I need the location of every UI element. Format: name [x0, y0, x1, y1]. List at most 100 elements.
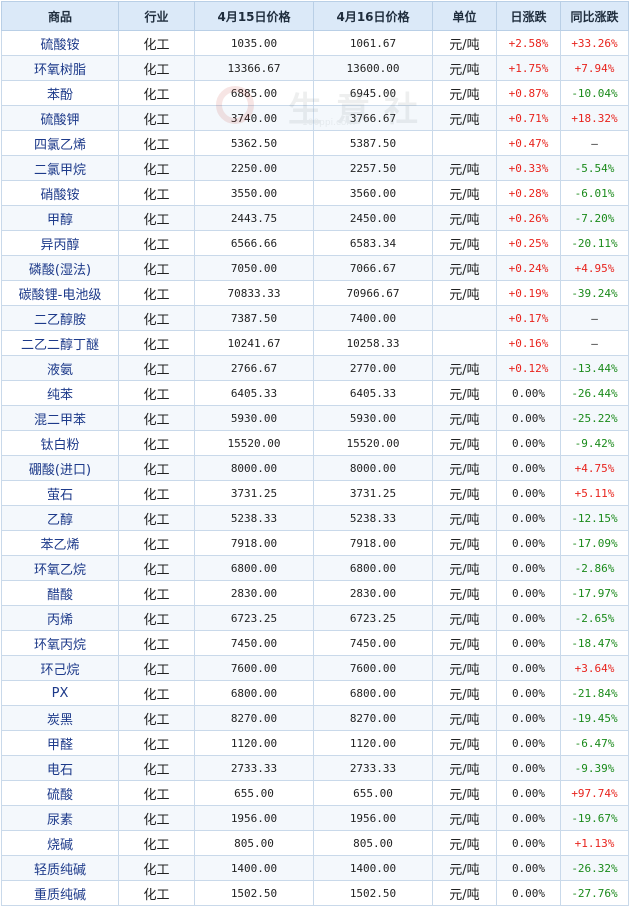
commodity-cell[interactable]: 纯苯	[1, 380, 119, 406]
commodity-cell[interactable]: 重质纯碱	[1, 880, 119, 906]
commodity-cell[interactable]: 醋酸	[1, 580, 119, 606]
commodity-cell[interactable]: 硫酸	[1, 780, 119, 806]
daily-change-cell: 0.00%	[496, 505, 561, 531]
industry-cell: 化工	[118, 755, 195, 781]
table-row: 炭黑 化工 8270.00 8270.00 元/吨 0.00% -19.45%	[1, 705, 629, 731]
price-0415-cell: 6566.66	[194, 230, 314, 256]
commodity-cell[interactable]: 萤石	[1, 480, 119, 506]
daily-change-cell: +0.17%	[496, 305, 561, 331]
table-row: 二乙二醇丁醚 化工 10241.67 10258.33 +0.16% —	[1, 330, 629, 356]
daily-change-cell: 0.00%	[496, 605, 561, 631]
industry-cell: 化工	[118, 805, 195, 831]
commodity-cell[interactable]: 混二甲苯	[1, 405, 119, 431]
table-row: PX 化工 6800.00 6800.00 元/吨 0.00% -21.84%	[1, 680, 629, 706]
commodity-cell[interactable]: 环氧树脂	[1, 55, 119, 81]
yoy-change-cell: -6.47%	[560, 730, 629, 756]
commodity-cell[interactable]: 苯酚	[1, 80, 119, 106]
commodity-cell[interactable]: 尿素	[1, 805, 119, 831]
daily-change-cell: +0.28%	[496, 180, 561, 206]
unit-cell: 元/吨	[432, 505, 497, 531]
commodity-cell[interactable]: 二乙醇胺	[1, 305, 119, 331]
industry-cell: 化工	[118, 855, 195, 881]
commodity-cell[interactable]: 烧碱	[1, 830, 119, 856]
industry-cell: 化工	[118, 655, 195, 681]
commodity-cell[interactable]: 四氯乙烯	[1, 130, 119, 156]
price-0416-cell: 1956.00	[313, 805, 433, 831]
header-daily-change[interactable]: 日涨跌	[496, 1, 561, 31]
price-0416-cell: 2733.33	[313, 755, 433, 781]
price-0416-cell: 5238.33	[313, 505, 433, 531]
table-row: 硫酸铵 化工 1035.00 1061.67 元/吨 +2.58% +33.26%	[1, 30, 629, 56]
yoy-change-cell: -18.47%	[560, 630, 629, 656]
commodity-cell[interactable]: PX	[1, 680, 119, 706]
daily-change-cell: +2.58%	[496, 30, 561, 56]
table-row: 苯乙烯 化工 7918.00 7918.00 元/吨 0.00% -17.09%	[1, 530, 629, 556]
price-0415-cell: 2766.67	[194, 355, 314, 381]
commodity-cell[interactable]: 环氧乙烷	[1, 555, 119, 581]
commodity-cell[interactable]: 钛白粉	[1, 430, 119, 456]
price-0415-cell: 5362.50	[194, 130, 314, 156]
header-industry[interactable]: 行业	[118, 1, 195, 31]
commodity-cell[interactable]: 乙醇	[1, 505, 119, 531]
commodity-cell[interactable]: 丙烯	[1, 605, 119, 631]
price-0415-cell: 2250.00	[194, 155, 314, 181]
daily-change-cell: +0.47%	[496, 130, 561, 156]
daily-change-cell: 0.00%	[496, 680, 561, 706]
yoy-change-cell: —	[560, 330, 629, 356]
commodity-cell[interactable]: 苯乙烯	[1, 530, 119, 556]
yoy-change-cell: -2.65%	[560, 605, 629, 631]
price-0416-cell: 2770.00	[313, 355, 433, 381]
table-row: 四氯乙烯 化工 5362.50 5387.50 +0.47% —	[1, 130, 629, 156]
yoy-change-cell: +18.32%	[560, 105, 629, 131]
yoy-change-cell: +4.75%	[560, 455, 629, 481]
header-commodity[interactable]: 商品	[1, 1, 119, 31]
unit-cell: 元/吨	[432, 230, 497, 256]
commodity-cell[interactable]: 二乙二醇丁醚	[1, 330, 119, 356]
commodity-cell[interactable]: 电石	[1, 755, 119, 781]
commodity-cell[interactable]: 甲醛	[1, 730, 119, 756]
daily-change-cell: +0.71%	[496, 105, 561, 131]
price-0415-cell: 5930.00	[194, 405, 314, 431]
commodity-cell[interactable]: 硫酸铵	[1, 30, 119, 56]
price-0416-cell: 6945.00	[313, 80, 433, 106]
commodity-cell[interactable]: 轻质纯碱	[1, 855, 119, 881]
daily-change-cell: +0.25%	[496, 230, 561, 256]
commodity-cell[interactable]: 硝酸铵	[1, 180, 119, 206]
table-row: 二氯甲烷 化工 2250.00 2257.50 元/吨 +0.33% -5.54%	[1, 155, 629, 181]
yoy-change-cell: -9.42%	[560, 430, 629, 456]
unit-cell: 元/吨	[432, 755, 497, 781]
commodity-cell[interactable]: 环己烷	[1, 655, 119, 681]
commodity-cell[interactable]: 异丙醇	[1, 230, 119, 256]
header-yoy-change[interactable]: 同比涨跌	[560, 1, 629, 31]
commodity-cell[interactable]: 液氨	[1, 355, 119, 381]
table-row: 硝酸铵 化工 3550.00 3560.00 元/吨 +0.28% -6.01%	[1, 180, 629, 206]
header-unit[interactable]: 单位	[432, 1, 497, 31]
price-0415-cell: 6405.33	[194, 380, 314, 406]
unit-cell: 元/吨	[432, 780, 497, 806]
price-0415-cell: 7450.00	[194, 630, 314, 656]
commodity-cell[interactable]: 硼酸(进口)	[1, 455, 119, 481]
commodity-cell[interactable]: 二氯甲烷	[1, 155, 119, 181]
industry-cell: 化工	[118, 130, 195, 156]
unit-cell	[432, 130, 497, 156]
table-row: 硼酸(进口) 化工 8000.00 8000.00 元/吨 0.00% +4.75%	[1, 455, 629, 481]
unit-cell: 元/吨	[432, 255, 497, 281]
daily-change-cell: +0.87%	[496, 80, 561, 106]
price-0416-cell: 6405.33	[313, 380, 433, 406]
yoy-change-cell: +4.95%	[560, 255, 629, 281]
header-price-0416[interactable]: 4月16日价格	[313, 1, 433, 31]
price-0416-cell: 5930.00	[313, 405, 433, 431]
daily-change-cell: +1.75%	[496, 55, 561, 81]
commodity-cell[interactable]: 碳酸锂-电池级	[1, 280, 119, 306]
industry-cell: 化工	[118, 730, 195, 756]
unit-cell: 元/吨	[432, 630, 497, 656]
daily-change-cell: 0.00%	[496, 755, 561, 781]
commodity-cell[interactable]: 环氧丙烷	[1, 630, 119, 656]
yoy-change-cell: +33.26%	[560, 30, 629, 56]
unit-cell: 元/吨	[432, 805, 497, 831]
commodity-cell[interactable]: 甲醇	[1, 205, 119, 231]
commodity-cell[interactable]: 炭黑	[1, 705, 119, 731]
commodity-cell[interactable]: 硫酸钾	[1, 105, 119, 131]
header-price-0415[interactable]: 4月15日价格	[194, 1, 314, 31]
commodity-cell[interactable]: 磷酸(湿法)	[1, 255, 119, 281]
